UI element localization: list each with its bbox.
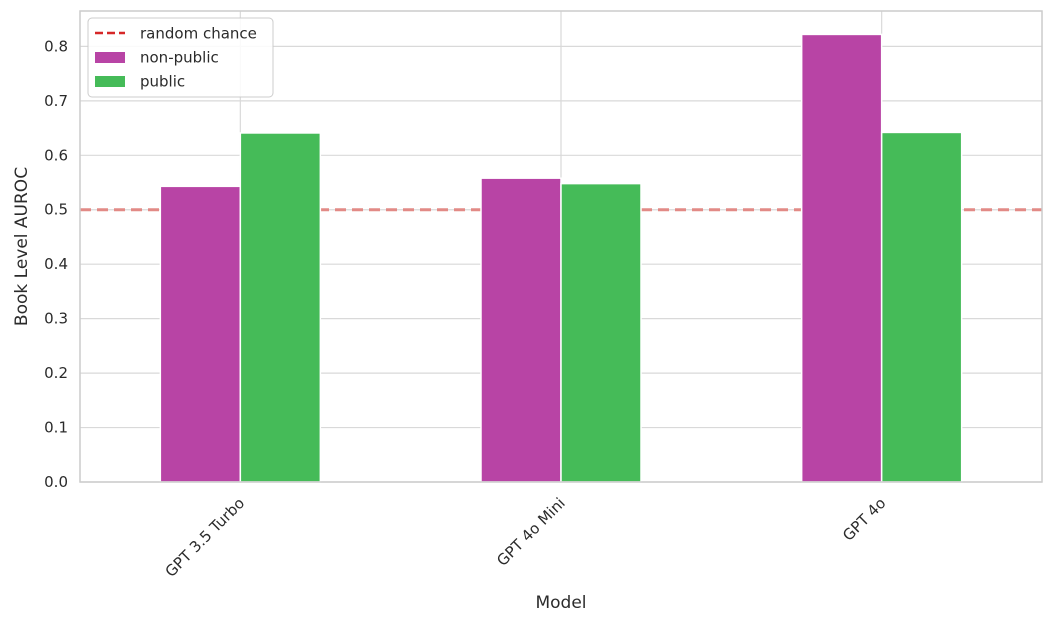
x-tick-label: GPT 4o	[839, 494, 889, 544]
y-tick-label: 0.8	[44, 37, 68, 55]
plot-frame	[79, 10, 1043, 483]
legend-swatch-public	[95, 76, 125, 87]
y-tick-label: 0.4	[44, 255, 68, 273]
legend-label-public: public	[140, 73, 185, 91]
legend-label-random-chance: random chance	[140, 25, 257, 43]
legend-swatch-non-public	[95, 52, 125, 63]
legend-box	[87, 17, 274, 98]
bars	[159, 33, 963, 483]
x-axis-title: Model	[535, 593, 586, 613]
y-axis-title: Book Level AUROC	[12, 167, 32, 326]
x-tick-label: GPT 4o Mini	[493, 494, 569, 570]
y-tick-label: 0.1	[44, 419, 68, 437]
legend-label-non-public: non-public	[140, 49, 219, 67]
bar-public-0	[239, 132, 322, 483]
bar-non-public-2	[800, 33, 883, 483]
y-tick-label: 0.6	[44, 146, 68, 164]
x-axis-ticks: GPT 3.5 Turbo GPT 4o Mini GPT 4o	[162, 494, 890, 581]
bar-public-2	[880, 131, 963, 483]
y-tick-label: 0.2	[44, 364, 68, 382]
x-tick-label: GPT 3.5 Turbo	[162, 494, 249, 581]
legend: random chance non-public public	[87, 17, 274, 98]
y-tick-label: 0.3	[44, 310, 68, 328]
y-tick-label: 0.0	[44, 473, 68, 491]
y-tick-label: 0.5	[44, 201, 68, 219]
y-tick-label: 0.7	[44, 92, 68, 110]
bar-public-1	[560, 182, 642, 483]
bar-non-public-0	[159, 185, 242, 483]
y-axis-ticks: 0.0 0.1 0.2 0.3 0.4 0.5 0.6 0.7 0.8	[44, 37, 68, 491]
bar-non-public-1	[480, 177, 562, 483]
